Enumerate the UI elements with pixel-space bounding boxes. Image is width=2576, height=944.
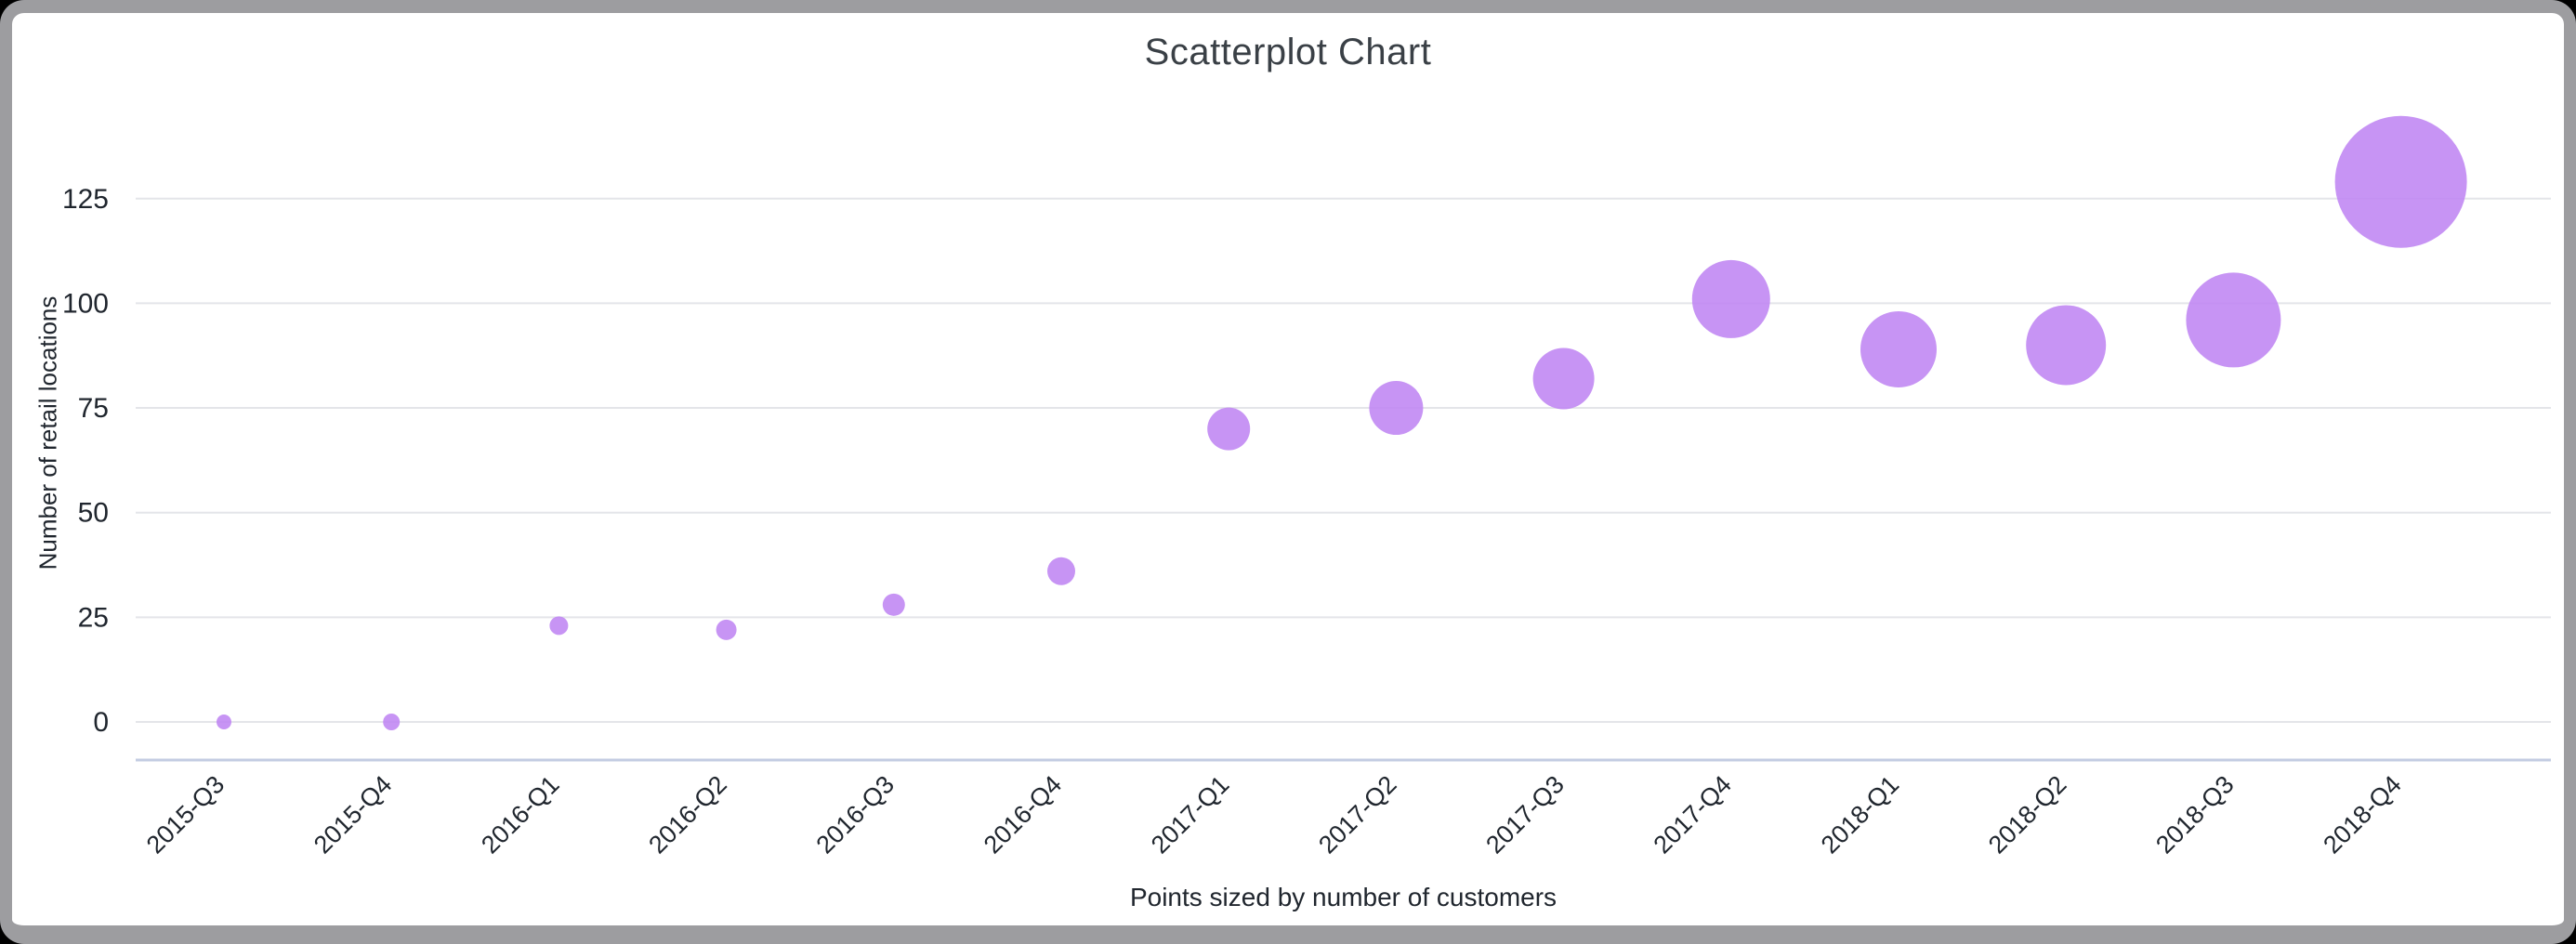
y-tick-label-50: 50: [78, 498, 109, 529]
data-point-2017-Q2[interactable]: [1369, 381, 1424, 436]
data-point-2015-Q3[interactable]: [217, 715, 231, 729]
data-point-2018-Q3[interactable]: [2186, 272, 2281, 368]
y-tick-label-75: 75: [78, 393, 109, 424]
x-axis-label-2018-Q4: 2018-Q4: [2318, 770, 2407, 859]
x-axis-label-2016-Q3: 2016-Q3: [811, 770, 900, 859]
data-point-2018-Q4[interactable]: [2334, 115, 2467, 248]
data-point-2017-Q4[interactable]: [1691, 259, 1770, 338]
x-axis-label-2016-Q2: 2016-Q2: [643, 770, 732, 859]
y-tick-label-100: 100: [62, 288, 109, 319]
data-point-2016-Q3[interactable]: [882, 593, 905, 616]
data-point-2016-Q1[interactable]: [549, 616, 569, 636]
chart-caption: Points sized by number of customers: [1129, 883, 1557, 911]
data-point-2016-Q4[interactable]: [1047, 557, 1075, 585]
x-axis-label-2015-Q4: 2015-Q4: [309, 770, 398, 859]
data-point-2018-Q2[interactable]: [2026, 305, 2107, 386]
x-axis-label-2017-Q2: 2017-Q2: [1313, 770, 1402, 859]
x-axis-label-2017-Q4: 2017-Q4: [1649, 770, 1738, 859]
data-point-2016-Q2[interactable]: [716, 619, 737, 640]
y-tick-label-0: 0: [93, 707, 109, 738]
x-axis-label-2016-Q1: 2016-Q1: [476, 770, 565, 859]
x-axis-label-2016-Q4: 2016-Q4: [979, 770, 1068, 859]
y-tick-label-25: 25: [78, 602, 109, 633]
x-axis-label-2017-Q3: 2017-Q3: [1480, 770, 1570, 859]
data-point-2017-Q3[interactable]: [1532, 347, 1595, 410]
x-axis-label-2017-Q1: 2017-Q1: [1146, 770, 1235, 859]
x-axis-label-2018-Q3: 2018-Q3: [2150, 770, 2240, 859]
data-point-2018-Q1[interactable]: [1860, 310, 1937, 387]
x-axis-label-2018-Q1: 2018-Q1: [1816, 770, 1905, 859]
x-axis-label-2015-Q3: 2015-Q3: [141, 770, 230, 859]
x-axis-label-2018-Q2: 2018-Q2: [1983, 770, 2072, 859]
data-point-2015-Q4[interactable]: [383, 714, 401, 730]
chart-title: Scatterplot Chart: [1144, 32, 1432, 72]
data-point-2017-Q1[interactable]: [1207, 407, 1251, 451]
y-tick-label-125: 125: [62, 184, 109, 215]
